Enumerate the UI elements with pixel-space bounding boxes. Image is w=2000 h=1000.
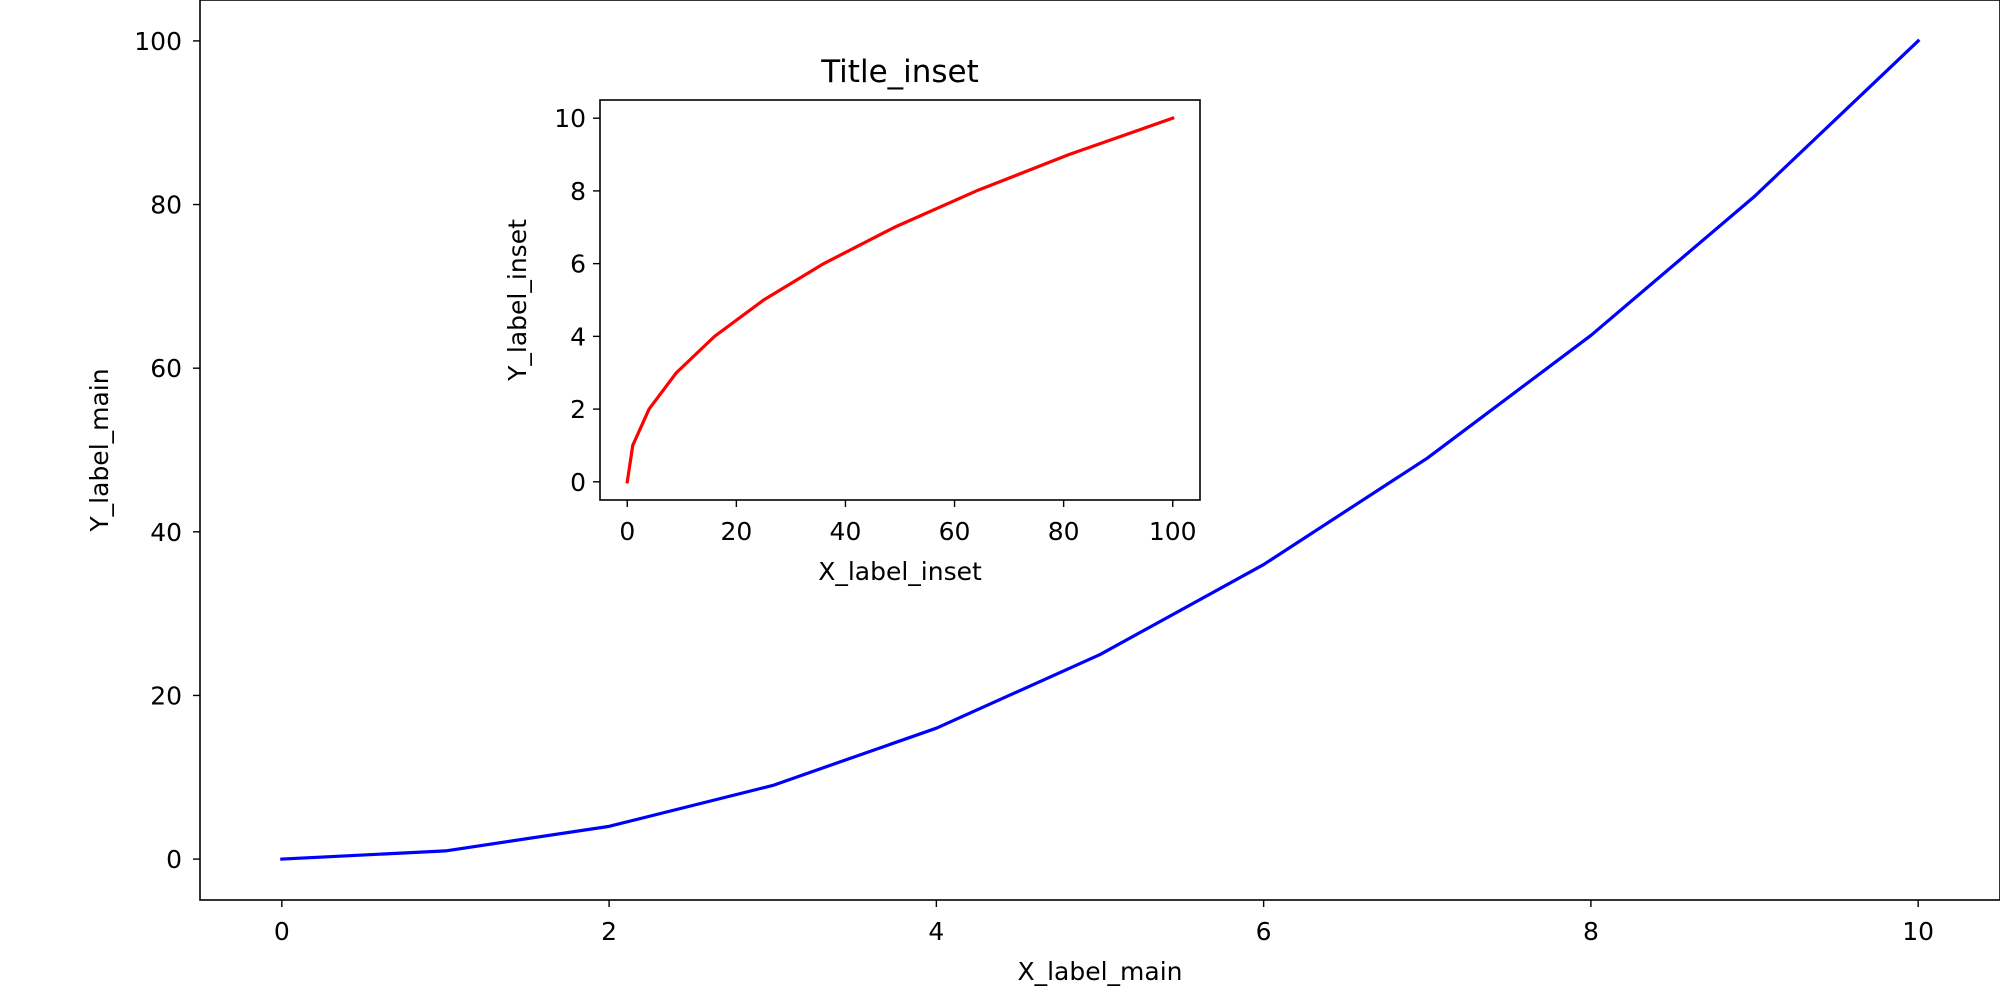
main-x-tick-label: 10 <box>1902 917 1934 946</box>
inset-x-tick-label: 0 <box>619 517 635 546</box>
inset-y-tick-label: 0 <box>570 468 586 497</box>
main-y-tick-label: 20 <box>150 681 182 710</box>
inset-y-tick-label: 6 <box>570 250 586 279</box>
main-x-tick-label: 8 <box>1583 917 1599 946</box>
inset-chart: 0 2 4 6 8 10 0 20 40 60 80 100 Title_inset X_label… <box>503 54 1201 586</box>
inset-axes-frame <box>599 99 1201 501</box>
main-axes-frame <box>199 0 2000 901</box>
inset-y-axis-label: Y_label_inset <box>503 219 532 382</box>
inset-y-tick-label: 4 <box>570 322 586 351</box>
inset-y-tick-label: 8 <box>570 177 586 206</box>
main-x-axis-label: X_label_main <box>1017 957 1182 986</box>
inset-x-axis-label: X_label_inset <box>818 557 982 586</box>
main-y-tick-label: 100 <box>134 27 182 56</box>
inset-x-tick-label: 40 <box>830 517 862 546</box>
main-x-tick-label: 4 <box>928 917 944 946</box>
inset-background <box>600 100 1200 500</box>
main-y-tick-label: 0 <box>166 845 182 874</box>
inset-x-tick-label: 20 <box>720 517 752 546</box>
main-x-tick-label: 6 <box>1256 917 1272 946</box>
inset-x-tick-label: 60 <box>939 517 971 546</box>
inset-x-tick-label: 100 <box>1149 517 1197 546</box>
main-y-ticks: 0 20 40 60 80 100 <box>134 27 200 874</box>
inset-x-ticks: 0 20 40 60 80 100 <box>619 500 1197 546</box>
inset-series-line <box>625 116 1175 484</box>
inset-title: Title_inset <box>820 54 979 90</box>
main-series-line <box>280 38 1921 861</box>
main-series-group <box>280 38 1921 861</box>
inset-series-group <box>625 116 1175 484</box>
inset-y-tick-label: 2 <box>570 395 586 424</box>
inset-y-ticks: 0 2 4 6 8 10 <box>554 104 600 497</box>
main-y-tick-label: 60 <box>150 354 182 383</box>
main-x-ticks: 0 2 4 6 8 10 <box>274 900 1934 946</box>
main-x-tick-label: 2 <box>601 917 617 946</box>
main-y-axis-label: Y_label_main <box>85 368 114 532</box>
main-x-tick-label: 0 <box>274 917 290 946</box>
main-y-tick-label: 80 <box>150 191 182 220</box>
inset-x-tick-label: 80 <box>1048 517 1080 546</box>
main-y-tick-label: 40 <box>150 518 182 547</box>
inset-y-tick-label: 10 <box>554 104 586 133</box>
